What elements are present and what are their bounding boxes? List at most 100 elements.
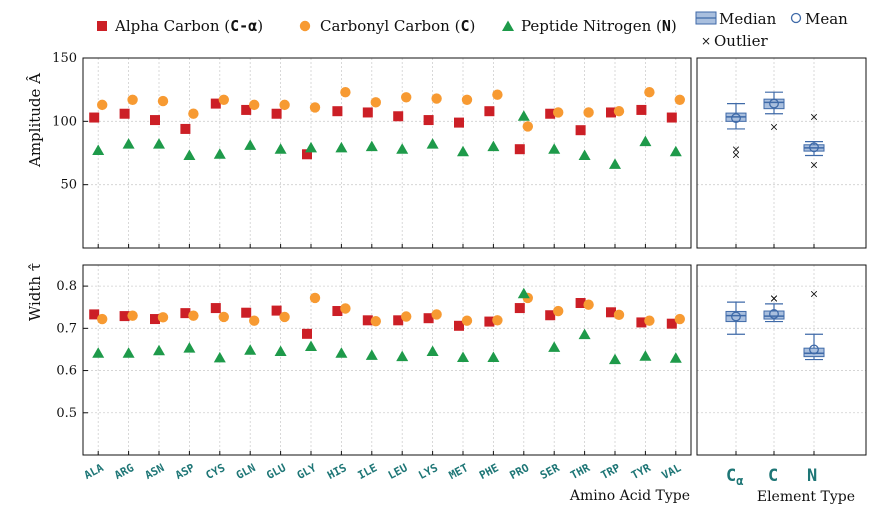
carbonyl-carbon-point	[279, 99, 290, 111]
amino-acid-xlabel: Amino Acid Type	[569, 488, 690, 504]
carbonyl-carbon-point	[583, 299, 594, 310]
alpha-carbon-point	[666, 112, 677, 123]
alpha-carbon-point	[606, 307, 616, 318]
carbonyl-carbon-point	[279, 311, 290, 323]
peptide-nitrogen-point	[457, 145, 469, 157]
legend-alpha-marker	[97, 21, 107, 31]
carbonyl-carbon-point	[431, 93, 442, 104]
alpha-carbon-point	[514, 144, 525, 155]
legend-median-label: Median	[719, 10, 777, 28]
peptide-nitrogen-point	[548, 341, 561, 352]
alpha-carbon-point	[484, 106, 495, 117]
box-outlier: ×	[809, 110, 818, 123]
amino-acid-tick-label: GLU	[264, 461, 288, 482]
peptide-nitrogen-point	[639, 350, 652, 361]
y-tick-label: 0.7	[56, 321, 77, 336]
peptide-nitrogen-point	[335, 141, 348, 153]
amino-acid-tick-label: CYS	[204, 461, 228, 482]
amino-acid-tick-label: LYS	[416, 461, 440, 482]
amino-acid-tick-label: VAL	[660, 461, 684, 482]
carbonyl-carbon-point	[401, 92, 412, 103]
amplitude-box-panel: ×××××	[696, 57, 867, 249]
legend-mean-label: Mean	[805, 10, 848, 28]
alpha-carbon-point	[393, 315, 404, 326]
alpha-carbon-point	[606, 107, 616, 118]
amino-acid-tick-label: MET	[447, 461, 471, 482]
peptide-nitrogen-point	[365, 140, 378, 152]
carbonyl-carbon-point	[370, 97, 381, 108]
alpha-carbon-point	[636, 317, 647, 328]
peptide-nitrogen-point	[335, 347, 348, 358]
alpha-carbon-point	[302, 328, 312, 339]
alpha-carbon-point	[484, 316, 495, 327]
peptide-nitrogen-point	[305, 141, 317, 153]
peptide-nitrogen-point	[669, 145, 682, 157]
carbonyl-carbon-point	[370, 315, 381, 327]
element-label-nitrogen: N	[807, 466, 817, 486]
amino-acid-tick-label: SER	[538, 461, 562, 482]
alpha-carbon-point	[210, 98, 221, 109]
amino-acid-tick-label: GLY	[295, 461, 319, 482]
box-mean	[731, 113, 741, 124]
alpha-carbon-point	[423, 115, 434, 126]
peptide-nitrogen-point	[396, 350, 409, 362]
alpha-carbon-point	[332, 306, 343, 317]
legend: Alpha Carbon (C-α) Carbonyl Carbon (C) P…	[97, 10, 848, 50]
amplitude-ylabel: Amplitude Â	[26, 73, 44, 168]
carbonyl-carbon-point	[431, 309, 442, 320]
carbonyl-carbon-point	[127, 94, 138, 106]
carbonyl-carbon-point	[188, 310, 199, 321]
peptide-nitrogen-point	[122, 347, 135, 358]
peptide-nitrogen-point	[517, 287, 530, 299]
peptide-nitrogen-point	[609, 158, 621, 169]
alpha-carbon-point	[241, 307, 252, 318]
amino-acid-tick-label: HIS	[325, 461, 349, 482]
alpha-carbon-point	[636, 104, 647, 115]
box-outlier: ×	[809, 158, 818, 171]
box-outlier: ×	[769, 292, 778, 305]
carbonyl-carbon-point	[553, 305, 564, 317]
legend-carbonyl-marker	[299, 20, 311, 32]
carbonyl-carbon-point	[644, 87, 655, 98]
carbonyl-carbon-point	[218, 311, 229, 323]
plot-frame	[82, 264, 692, 456]
box-mean	[809, 344, 819, 355]
legend-nitrogen-label: Peptide Nitrogen (N)	[521, 17, 677, 35]
peptide-nitrogen-point	[244, 139, 257, 150]
peptide-nitrogen-point	[183, 149, 196, 161]
y-tick-label: 0.6	[56, 364, 77, 379]
peptide-nitrogen-point	[396, 143, 409, 154]
carbonyl-carbon-point	[461, 94, 473, 106]
amino-acid-tick-label: LEU	[386, 461, 410, 482]
amino-acid-tick-label: TYR	[629, 461, 653, 482]
carbonyl-carbon-point	[97, 313, 108, 325]
box-frame	[696, 264, 867, 456]
carbonyl-carbon-point	[522, 121, 533, 132]
amino-acid-tick-label: GLN	[234, 461, 258, 482]
carbonyl-carbon-point	[127, 310, 138, 321]
carbonyl-carbon-point	[309, 292, 321, 304]
carbonyl-carbon-point	[157, 95, 169, 107]
box-mean	[731, 311, 741, 322]
alpha-carbon-point	[332, 106, 343, 117]
carbonyl-carbon-point	[613, 309, 625, 321]
peptide-nitrogen-point	[305, 340, 317, 351]
plot-frame	[82, 57, 692, 249]
peptide-nitrogen-point	[92, 347, 105, 358]
peptide-nitrogen-point	[487, 140, 500, 152]
amplitude-panel: 50 100 150	[52, 51, 692, 249]
box-outlier: ×	[731, 148, 740, 161]
y-tick-label: 50	[60, 178, 77, 193]
box-mean	[769, 98, 779, 109]
amino-acid-tick-label: ALA	[82, 461, 106, 482]
box-mean	[769, 309, 779, 319]
alpha-carbon-point	[119, 311, 130, 322]
peptide-nitrogen-point	[578, 328, 591, 340]
alpha-carbon-point	[150, 115, 160, 126]
carbonyl-carbon-point	[644, 315, 655, 326]
carbonyl-carbon-point	[492, 89, 503, 100]
alpha-carbon-point	[89, 309, 100, 320]
carbonyl-carbon-point	[461, 315, 473, 326]
peptide-nitrogen-point	[213, 351, 226, 363]
carbonyl-carbon-point	[188, 108, 199, 119]
